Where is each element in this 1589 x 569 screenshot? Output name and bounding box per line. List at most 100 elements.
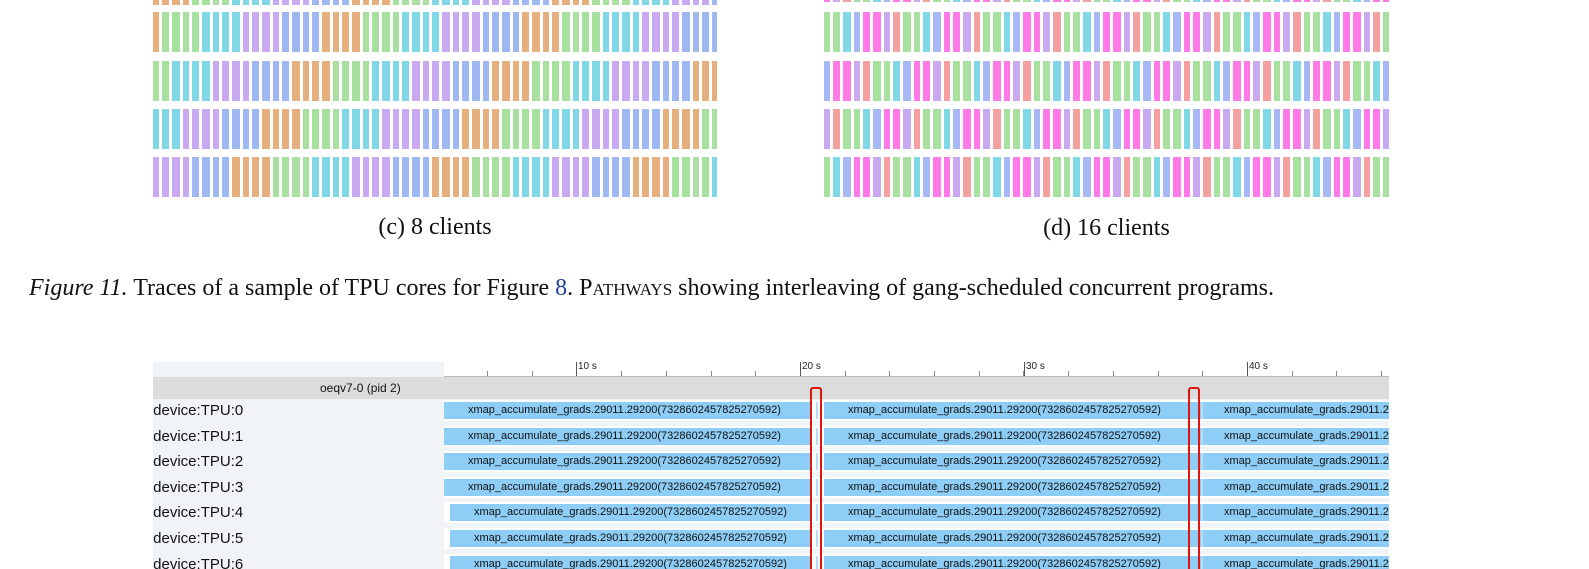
trace-stripe bbox=[252, 0, 259, 5]
trace-stripe bbox=[282, 12, 289, 52]
op-block[interactable]: xmap_accumulate_grads.29011.29200(732860… bbox=[824, 504, 1199, 521]
trace-stripe bbox=[522, 0, 529, 5]
trace-stripe bbox=[974, 12, 980, 52]
trace-stripe bbox=[402, 157, 409, 197]
op-block[interactable]: xmap_accumulate_grads.29011.29200(732860… bbox=[824, 428, 1199, 445]
trace-stripe bbox=[282, 0, 289, 5]
op-block[interactable]: xmap_accumulate_grads.29011.29200(732860… bbox=[1200, 479, 1389, 496]
ruler-spacer bbox=[153, 362, 444, 376]
small-op-marker[interactable] bbox=[1201, 428, 1203, 445]
trace-stripe bbox=[1143, 157, 1151, 197]
trace-stripe bbox=[1313, 157, 1320, 197]
trace-stripe bbox=[1133, 61, 1140, 101]
small-op-marker[interactable] bbox=[816, 479, 818, 496]
small-op-marker[interactable] bbox=[816, 504, 818, 521]
figure-reference-link[interactable]: 8 bbox=[555, 275, 568, 301]
trace-stripe bbox=[423, 0, 429, 5]
trace-stripe bbox=[884, 12, 890, 52]
trace-stripe bbox=[573, 157, 579, 197]
trace-stripe bbox=[183, 0, 189, 5]
small-op-marker[interactable] bbox=[1201, 479, 1203, 496]
trace-stripe bbox=[213, 0, 219, 5]
trace-stripe bbox=[1034, 109, 1040, 149]
trace-stripe bbox=[1163, 157, 1170, 197]
small-op-marker[interactable] bbox=[816, 428, 818, 445]
op-block[interactable]: xmap_accumulate_grads.29011.29200(732860… bbox=[824, 479, 1199, 496]
trace-stripe bbox=[232, 109, 240, 149]
op-block[interactable]: xmap_accumulate_grads.29011.29200(732860… bbox=[1200, 453, 1389, 470]
trace-stripe bbox=[1053, 0, 1061, 2]
trace-stripe bbox=[933, 61, 941, 101]
op-block[interactable]: xmap_accumulate_grads.29011.29200(732860… bbox=[824, 556, 1199, 569]
trace-stripe bbox=[1334, 0, 1340, 2]
trace-stripe bbox=[532, 61, 540, 101]
trace-stripe bbox=[953, 0, 960, 2]
trace-row bbox=[153, 109, 717, 149]
op-block[interactable]: xmap_accumulate_grads.29011.29200(732860… bbox=[824, 402, 1199, 419]
trace-stripe bbox=[1113, 157, 1121, 197]
op-block[interactable]: xmap_accumulate_grads.29011.29200(732860… bbox=[1200, 402, 1389, 419]
trace-stripe bbox=[322, 61, 330, 101]
trace-stripe bbox=[483, 109, 489, 149]
trace-stripe bbox=[993, 157, 1001, 197]
small-op-marker[interactable] bbox=[1201, 402, 1203, 419]
small-op-marker[interactable] bbox=[1201, 504, 1203, 521]
trace-stripe bbox=[472, 12, 480, 52]
trace-stripe bbox=[1304, 12, 1310, 52]
trace-stripe bbox=[682, 157, 690, 197]
op-block[interactable]: xmap_accumulate_grads.29011.29200(732860… bbox=[444, 402, 810, 419]
op-block[interactable]: xmap_accumulate_grads.29011.29200(732860… bbox=[450, 556, 810, 569]
small-op-marker[interactable] bbox=[1201, 530, 1203, 547]
trace-stripe bbox=[573, 0, 579, 5]
trace-stripe bbox=[612, 61, 619, 101]
trace-stripe bbox=[462, 12, 469, 52]
trace-stripe bbox=[492, 157, 499, 197]
trace-stripe bbox=[963, 0, 971, 2]
op-block[interactable]: xmap_accumulate_grads.29011.29200(732860… bbox=[1200, 504, 1389, 521]
op-block[interactable]: xmap_accumulate_grads.29011.29200(732860… bbox=[444, 428, 810, 445]
trace-stripe bbox=[342, 157, 349, 197]
trace-stripe bbox=[652, 0, 660, 5]
minor-tick bbox=[1113, 371, 1114, 376]
op-block[interactable]: xmap_accumulate_grads.29011.29200(732860… bbox=[824, 530, 1199, 547]
trace-stripe bbox=[824, 109, 830, 149]
trace-stripe bbox=[993, 61, 1001, 101]
trace-stripe bbox=[1353, 12, 1361, 52]
trace-stripe bbox=[642, 61, 649, 101]
major-tick bbox=[1024, 362, 1025, 376]
trace-stripe bbox=[854, 61, 860, 101]
trace-stripe bbox=[1083, 61, 1091, 101]
trace-stripe bbox=[1094, 0, 1100, 2]
small-op-marker[interactable] bbox=[816, 402, 818, 419]
trace-stripe bbox=[712, 12, 717, 52]
trace-stripe bbox=[974, 109, 980, 149]
op-block[interactable]: xmap_accumulate_grads.29011.29200(732860… bbox=[1200, 428, 1389, 445]
small-op-marker[interactable] bbox=[816, 453, 818, 470]
trace-stripe bbox=[1304, 61, 1310, 101]
trace-stripe bbox=[243, 109, 249, 149]
trace-stripe bbox=[322, 109, 330, 149]
trace-stripe bbox=[1373, 157, 1380, 197]
trace-stripe bbox=[843, 61, 851, 101]
trace-stripe bbox=[1334, 109, 1340, 149]
trace-stripe bbox=[1313, 109, 1320, 149]
op-block[interactable]: xmap_accumulate_grads.29011.29200(732860… bbox=[444, 479, 810, 496]
trace-stripe bbox=[702, 109, 709, 149]
trace-stripe bbox=[1274, 61, 1280, 101]
small-op-marker[interactable] bbox=[1201, 453, 1203, 470]
op-block[interactable]: xmap_accumulate_grads.29011.29200(732860… bbox=[450, 530, 810, 547]
trace-stripe bbox=[562, 0, 570, 5]
process-header[interactable]: oeqv7-0 (pid 2) bbox=[153, 377, 1389, 399]
small-op-marker[interactable] bbox=[1201, 556, 1203, 569]
op-block[interactable]: xmap_accumulate_grads.29011.29200(732860… bbox=[444, 453, 810, 470]
small-op-marker[interactable] bbox=[816, 556, 818, 569]
op-block[interactable]: xmap_accumulate_grads.29011.29200(732860… bbox=[1200, 530, 1389, 547]
small-op-marker[interactable] bbox=[816, 530, 818, 547]
op-block[interactable]: xmap_accumulate_grads.29011.29200(732860… bbox=[450, 504, 810, 521]
op-block[interactable]: xmap_accumulate_grads.29011.29200(732860… bbox=[824, 453, 1199, 470]
trace-stripe bbox=[423, 61, 429, 101]
op-block[interactable]: xmap_accumulate_grads.29011.29200(732860… bbox=[1200, 556, 1389, 569]
trace-stripe bbox=[1253, 61, 1260, 101]
trace-stripe bbox=[873, 109, 881, 149]
trace-stripe bbox=[633, 61, 639, 101]
